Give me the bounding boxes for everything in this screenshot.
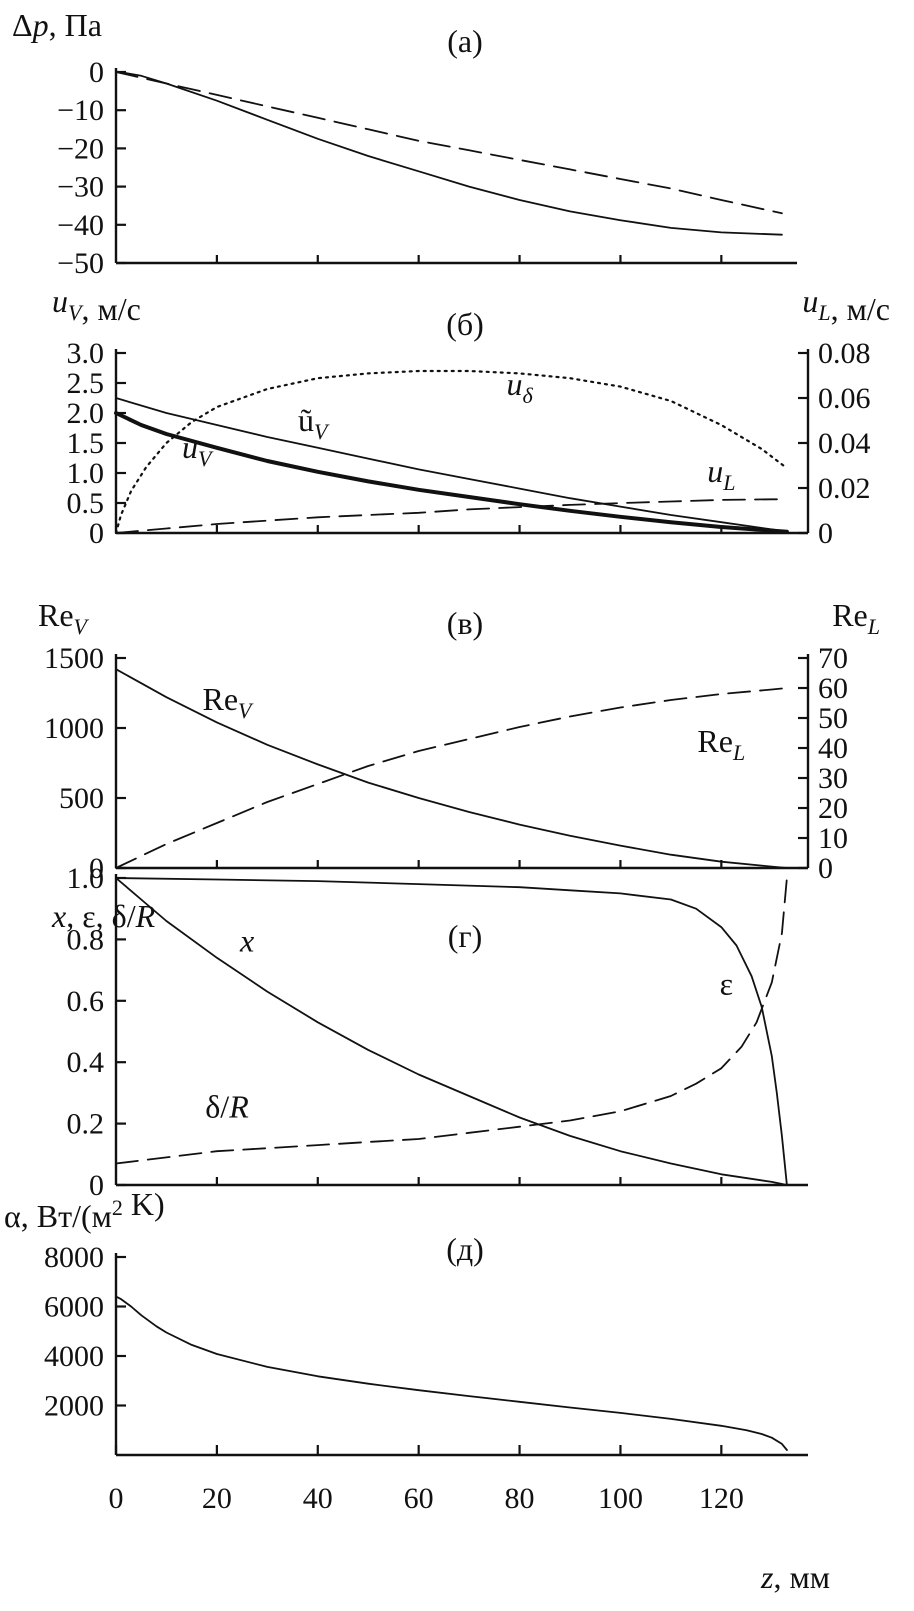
ytick-right-label-v: 20 <box>818 792 848 825</box>
annotation-v: ReL <box>697 723 745 765</box>
ylabel-right-v: ReL <box>832 597 880 639</box>
xtick-label-d: 40 <box>303 1482 333 1515</box>
series-b-uδ <box>114 369 789 535</box>
ytick-right-label-v: 60 <box>818 672 848 705</box>
panel-b: 00.51.01.52.02.53.000.020.040.060.08(б)u… <box>52 283 890 550</box>
ylabel-a: Δp, Па <box>12 7 102 43</box>
ylabel-d: α, Вт/(м2 K) <box>4 1186 165 1234</box>
ytick-right-label-v: 70 <box>818 642 848 675</box>
ytick-label-g: 0.4 <box>67 1046 105 1079</box>
ytick-label-b: 1.5 <box>67 427 105 460</box>
ytick-label-d: 4000 <box>44 1340 104 1373</box>
ytick-label-a: −30 <box>57 171 104 204</box>
ylabel-v: ReV <box>38 597 90 639</box>
ytick-label-b: 1.0 <box>67 457 105 490</box>
series-v-ReL <box>115 687 788 869</box>
xtick-label-d: 100 <box>598 1482 643 1515</box>
panel-a: 0 −10 −20 −30 −40 −50 (а) Δp, Па <box>12 7 797 280</box>
annotation-g: δ/R <box>205 1088 249 1124</box>
series-v-ReV <box>115 668 788 869</box>
panel-g: 0 0.2 0.4 0.6 0.8 1.0 (г) x, ε, δ/R x ε δ/R <box>51 862 808 1202</box>
ytick-label-g: 0.2 <box>67 1108 105 1141</box>
ytick-label-g: 0.6 <box>67 985 105 1018</box>
series-g-ε <box>115 877 788 1186</box>
annotation-g: ε <box>720 966 733 1002</box>
series-d-0 <box>115 1295 788 1451</box>
ytick-label-v: 500 <box>59 782 104 815</box>
series-b-uV <box>114 411 789 534</box>
ytick-right-label-v: 0 <box>818 852 833 885</box>
ytick-label-d: 6000 <box>44 1291 104 1324</box>
series-a-1 <box>115 71 783 215</box>
ytick-label-a: 0 <box>89 56 104 89</box>
ytick-label-b: 3.0 <box>67 337 105 370</box>
panel-title-v: (в) <box>447 605 483 641</box>
series-b-ũV <box>115 397 788 533</box>
annotation-b: uL <box>707 453 735 495</box>
ytick-label-b: 2.5 <box>67 367 105 400</box>
xtick-label-d: 0 <box>109 1482 124 1515</box>
ytick-label-v: 0 <box>89 852 104 885</box>
ytick-right-label-v: 10 <box>818 822 848 855</box>
ytick-label-v: 1500 <box>44 642 104 675</box>
panel-title-a: (а) <box>447 23 483 59</box>
ytick-label-a: −40 <box>57 209 104 242</box>
series-g-δR <box>115 877 788 1165</box>
panel-title-d: (д) <box>446 1231 484 1267</box>
ytick-label-a: −50 <box>57 247 104 280</box>
xtick-label-d: 80 <box>505 1482 535 1515</box>
ytick-label-v: 1000 <box>44 712 104 745</box>
series-b-uL <box>115 498 788 534</box>
panel-title-b: (б) <box>446 306 484 342</box>
ylabel-right-b: uL, м/с <box>802 283 890 327</box>
annotation-v: ReV <box>202 681 254 723</box>
ytick-label-b: 0.5 <box>67 487 105 520</box>
series-g-x <box>115 877 788 1186</box>
xtick-label-d: 20 <box>202 1482 232 1515</box>
ytick-right-label-v: 50 <box>818 702 848 735</box>
ytick-right-label-b: 0 <box>818 517 833 550</box>
ytick-right-label-b: 0.06 <box>818 382 871 415</box>
ytick-label-b: 2.0 <box>67 397 105 430</box>
ytick-right-label-b: 0.08 <box>818 337 871 370</box>
annotation-b: uV <box>182 429 214 471</box>
xtick-label-d: 60 <box>404 1482 434 1515</box>
ytick-label-d: 8000 <box>44 1241 104 1274</box>
ytick-label-g: 0 <box>89 1169 104 1202</box>
annotation-b: uδ <box>506 366 533 408</box>
panel-title-g: (г) <box>448 918 482 954</box>
ytick-label-a: −10 <box>57 94 104 127</box>
annotation-g: x <box>239 923 254 959</box>
xlabel-d: z, мм <box>760 1559 830 1595</box>
ytick-right-label-v: 40 <box>818 732 848 765</box>
ytick-right-label-v: 30 <box>818 762 848 795</box>
ytick-label-g: 0.8 <box>67 923 105 956</box>
series-a-0 <box>115 71 783 236</box>
ytick-label-d: 2000 <box>44 1390 104 1423</box>
ytick-label-a: −20 <box>57 132 104 165</box>
annotation-b: ũV <box>298 402 330 444</box>
ytick-right-label-b: 0.04 <box>818 427 871 460</box>
xtick-label-d: 120 <box>699 1482 744 1515</box>
ylabel-b: uV, м/с <box>52 283 141 327</box>
ytick-label-b: 0 <box>89 517 104 550</box>
ylabel-g: x, ε, δ/R <box>51 898 156 934</box>
panel-d: 2000 4000 6000 8000 0 20 40 60 80 100 120 (д) α, Вт/… <box>4 1186 830 1595</box>
ytick-label-g: 1.0 <box>67 862 105 895</box>
ytick-right-label-b: 0.02 <box>818 472 871 505</box>
